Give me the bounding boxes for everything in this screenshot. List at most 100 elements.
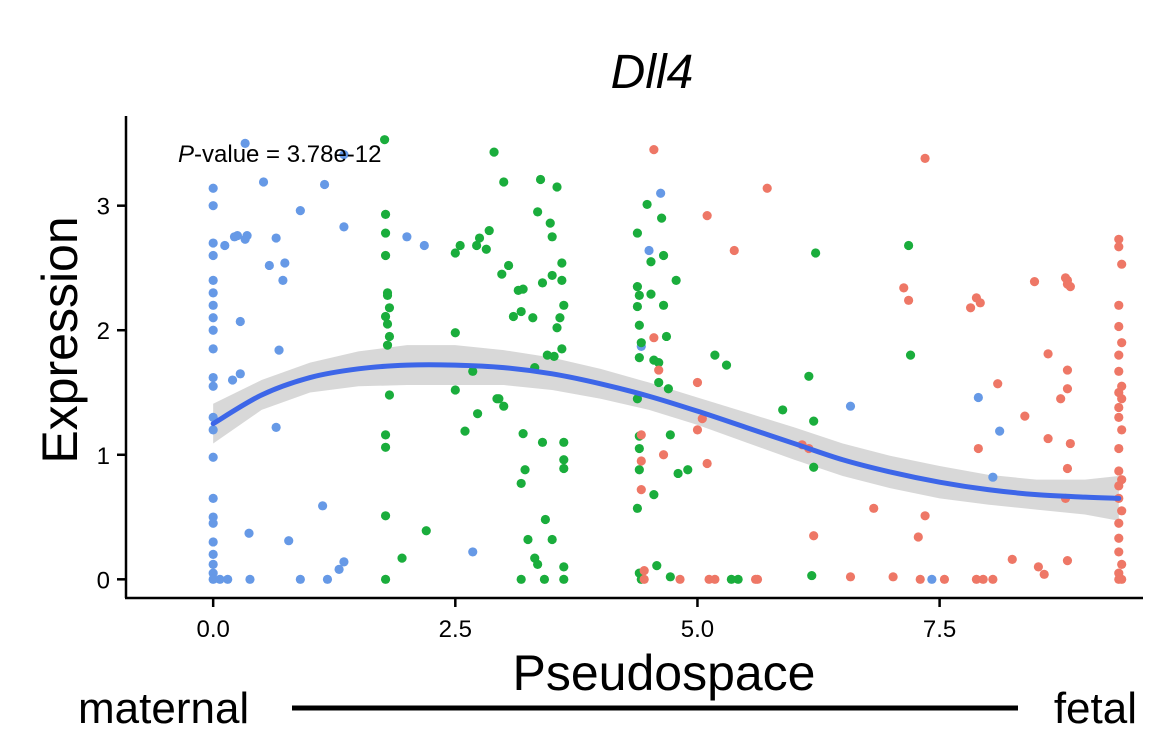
data-point xyxy=(208,425,218,435)
data-point xyxy=(639,565,649,576)
data-point xyxy=(533,207,543,217)
data-point xyxy=(733,574,743,584)
smooth-line xyxy=(210,362,1122,501)
smooth-line-layer xyxy=(210,362,1122,501)
p-value-annotation: P-value = 3.78e-12 xyxy=(178,141,381,168)
data-point xyxy=(809,462,819,472)
p-value-text: -value = 3.78e-12 xyxy=(194,141,381,168)
data-point xyxy=(474,233,485,243)
data-point xyxy=(1039,569,1049,579)
data-point xyxy=(450,328,460,338)
data-point xyxy=(913,532,923,542)
data-point xyxy=(528,313,538,323)
data-point xyxy=(295,574,305,584)
data-point xyxy=(845,572,856,582)
data-point xyxy=(271,233,281,243)
data-point xyxy=(503,260,514,271)
data-point xyxy=(1114,350,1124,360)
data-point xyxy=(1114,242,1124,252)
data-point xyxy=(380,574,391,584)
data-point xyxy=(634,443,644,454)
data-point xyxy=(1117,506,1127,516)
data-point xyxy=(208,183,218,193)
data-point xyxy=(208,313,218,323)
data-point xyxy=(1114,518,1124,528)
data-point xyxy=(671,275,681,286)
data-point xyxy=(807,570,817,581)
data-point xyxy=(547,232,557,242)
data-point xyxy=(334,564,344,574)
data-point xyxy=(227,375,238,385)
data-point xyxy=(481,244,491,254)
data-point xyxy=(1062,556,1073,566)
data-point xyxy=(235,369,245,379)
data-point xyxy=(380,228,391,238)
data-point xyxy=(223,574,233,584)
data-point xyxy=(284,536,294,546)
data-point xyxy=(215,574,225,584)
data-point xyxy=(208,288,218,298)
data-point xyxy=(274,345,284,355)
data-point xyxy=(242,230,252,241)
data-point xyxy=(845,401,856,411)
data-point xyxy=(993,379,1003,389)
data-point xyxy=(639,574,649,584)
data-point xyxy=(208,518,218,528)
data-point xyxy=(264,260,274,271)
data-point xyxy=(661,331,672,342)
data-point xyxy=(809,531,819,541)
data-point xyxy=(258,177,269,187)
data-point xyxy=(380,311,391,322)
data-point xyxy=(208,300,218,310)
data-point xyxy=(899,283,909,293)
data-point xyxy=(1117,394,1127,404)
data-point xyxy=(1117,338,1127,348)
data-point xyxy=(1114,412,1124,423)
data-point xyxy=(208,344,218,354)
data-point xyxy=(920,511,930,521)
data-point xyxy=(1033,562,1043,572)
data-point xyxy=(208,325,218,335)
data-point xyxy=(1114,533,1124,543)
ticks-layer: 0.0 2.5 5.0 7.5 0 1 2 3 xyxy=(97,194,957,643)
data-point xyxy=(208,537,218,547)
data-point xyxy=(559,562,569,572)
data-point xyxy=(533,559,543,569)
data-point xyxy=(499,401,509,411)
data-point xyxy=(232,230,242,241)
data-point xyxy=(646,289,656,299)
data-point xyxy=(809,416,819,426)
data-point xyxy=(497,269,507,279)
maternal-label: maternal xyxy=(78,684,249,733)
data-point xyxy=(557,344,567,354)
data-point xyxy=(208,275,218,286)
data-point xyxy=(632,394,643,404)
data-point xyxy=(644,245,654,256)
data-point xyxy=(636,485,646,495)
data-point xyxy=(752,574,763,584)
data-point xyxy=(516,574,526,584)
data-point xyxy=(988,472,998,482)
data-point xyxy=(973,443,983,454)
data-point xyxy=(658,250,669,261)
data-point xyxy=(1114,443,1124,454)
data-point xyxy=(537,437,548,447)
chart-title: Dll4 xyxy=(611,46,694,99)
data-point xyxy=(663,384,674,394)
p-value-letter: P xyxy=(178,141,194,168)
data-point xyxy=(1114,574,1124,584)
data-point xyxy=(397,553,407,563)
data-point xyxy=(559,300,569,310)
data-point xyxy=(380,250,391,261)
data-point xyxy=(235,316,245,327)
data-point xyxy=(380,430,391,440)
data-point xyxy=(322,574,333,584)
data-point xyxy=(208,238,218,248)
data-point xyxy=(518,284,528,294)
data-point xyxy=(632,503,643,513)
x-tick-label: 0.0 xyxy=(196,616,229,643)
data-point xyxy=(927,574,937,584)
data-point xyxy=(654,358,664,368)
data-point xyxy=(280,258,290,268)
